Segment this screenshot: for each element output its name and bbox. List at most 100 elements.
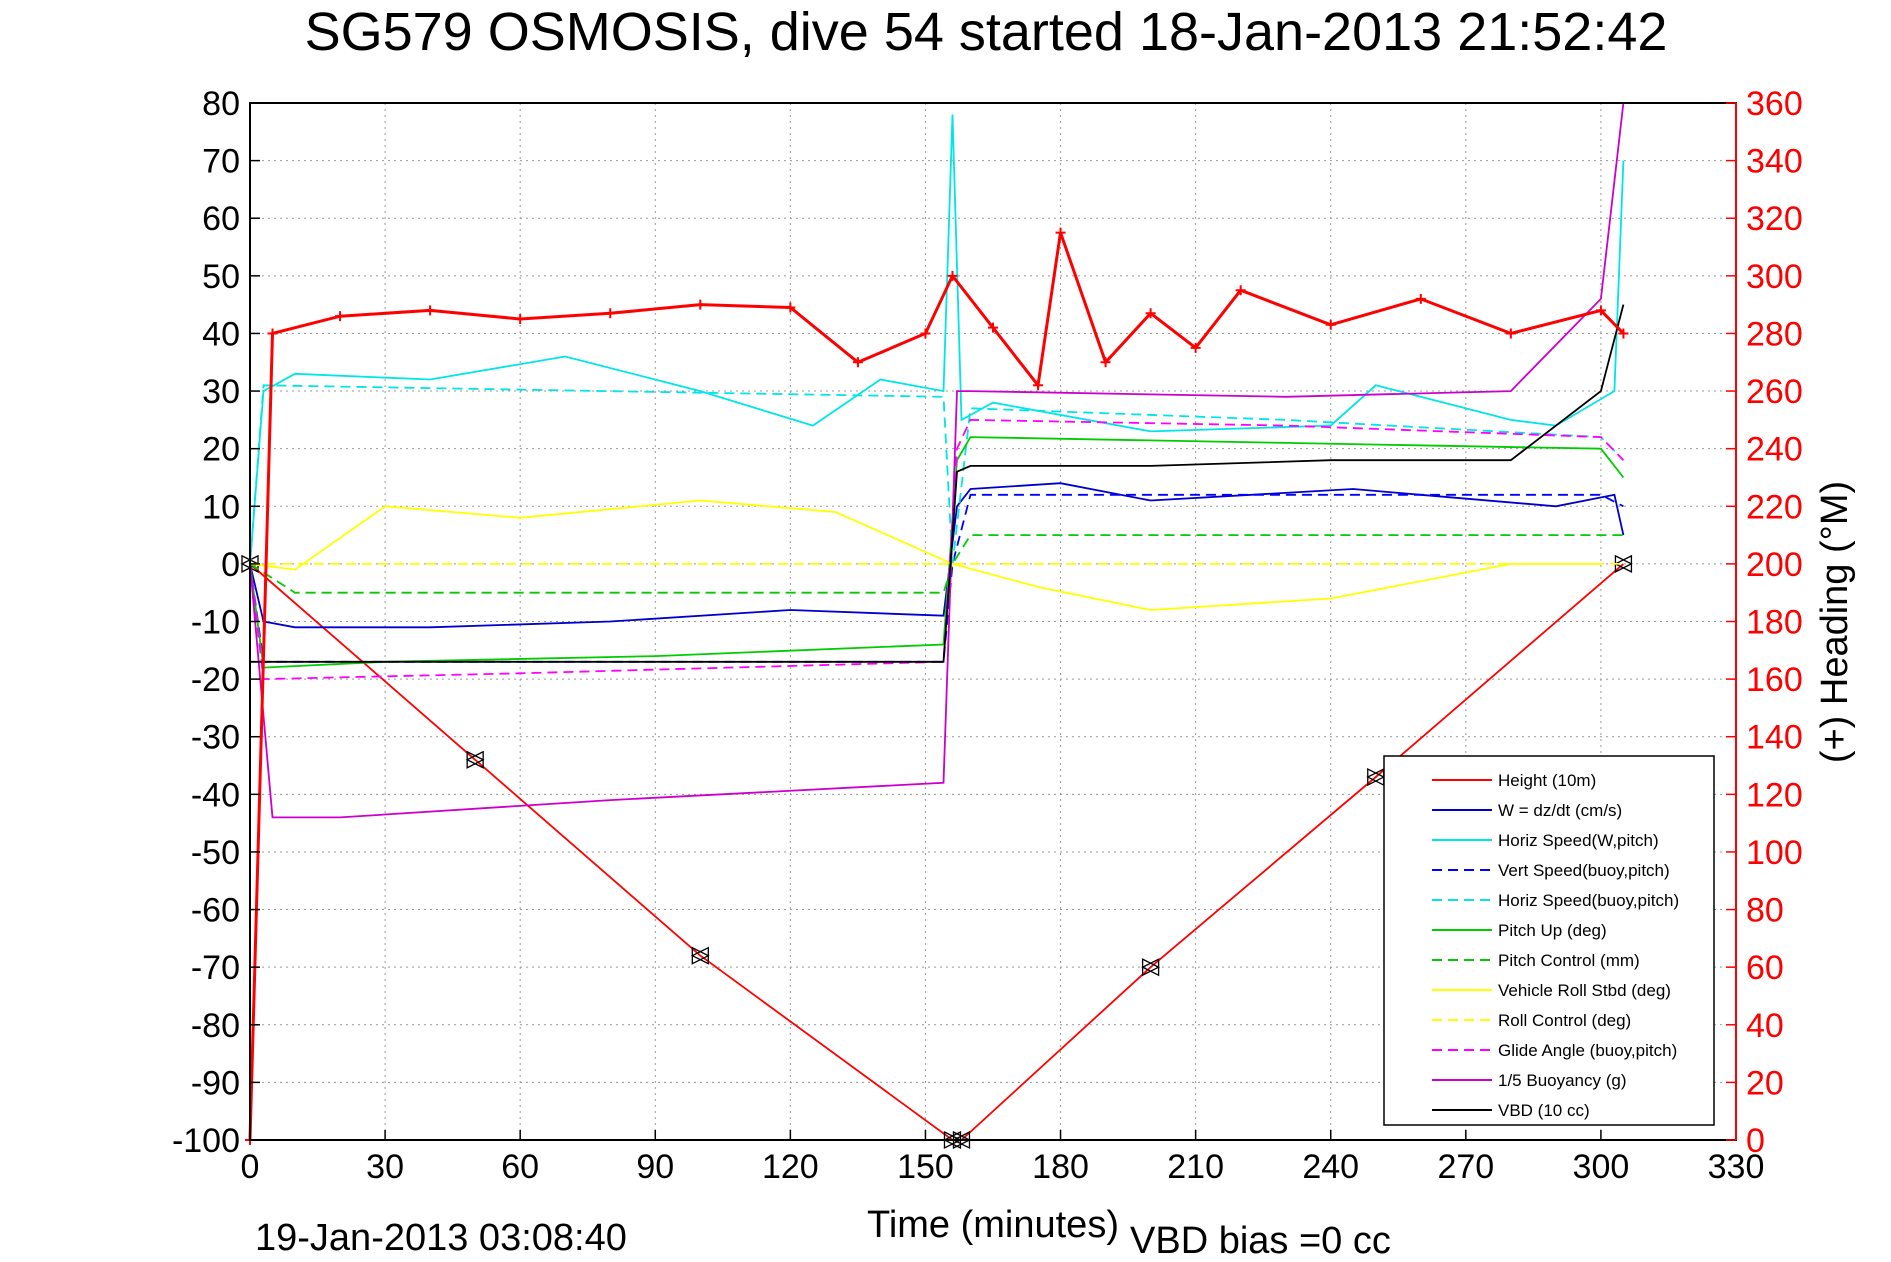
- y-tick-label: -70: [191, 949, 240, 987]
- heading-marker: [1100, 357, 1111, 368]
- x-tick-label: 300: [1573, 1148, 1630, 1186]
- heading-marker: [1415, 293, 1426, 304]
- legend-label: Pitch Up (deg): [1498, 921, 1607, 940]
- series-line: [249, 482, 1625, 629]
- legend-label: VBD (10 cc): [1498, 1101, 1590, 1120]
- heading-marker: [988, 322, 998, 333]
- heading-marker: [1145, 308, 1156, 319]
- legend-label: Glide Angle (buoy,pitch): [1498, 1041, 1677, 1060]
- legend-label: 1/5 Buoyancy (g): [1498, 1071, 1627, 1090]
- legend-label: Height (10m): [1498, 771, 1596, 790]
- series-line: [249, 384, 1625, 565]
- right-tick-label: 60: [1746, 949, 1784, 987]
- heading-marker: [947, 270, 958, 281]
- height-marker: [690, 946, 710, 965]
- legend-label: Vehicle Roll Stbd (deg): [1498, 981, 1671, 1000]
- series-line: [250, 304, 1625, 663]
- series-line: [249, 102, 1625, 819]
- heading-marker: [1235, 285, 1246, 296]
- x-tick-label: 270: [1437, 1148, 1494, 1186]
- heading-marker: [1325, 319, 1336, 330]
- y-tick-label: -60: [191, 892, 240, 930]
- right-tick-label: 160: [1746, 661, 1803, 699]
- right-tick-label: 120: [1746, 776, 1803, 814]
- right-tick-label: 300: [1746, 258, 1803, 296]
- right-tick-label: 40: [1746, 1007, 1784, 1045]
- y-tick-label: 30: [202, 373, 240, 411]
- heading-marker: [1505, 328, 1516, 339]
- right-tick-label: 280: [1746, 315, 1803, 353]
- y-tick-label: 70: [202, 143, 240, 181]
- series-line: [249, 114, 1625, 564]
- legend-label: Vert Speed(buoy,pitch): [1498, 861, 1670, 880]
- x-axis-title: Time (minutes): [867, 1204, 1119, 1246]
- right-tick-label: 340: [1746, 143, 1803, 181]
- footer-timestamp: 19-Jan-2013 03:08:40: [255, 1217, 627, 1259]
- legend-label: W = dz/dt (cm/s): [1498, 801, 1622, 820]
- x-tick-label: 240: [1302, 1148, 1359, 1186]
- y-tick-label: -80: [191, 1007, 240, 1045]
- series-line: [249, 418, 1625, 681]
- legend-label: Horiz Speed(buoy,pitch): [1498, 891, 1679, 910]
- legend-label: Pitch Control (mm): [1498, 951, 1640, 970]
- y-tick-label: -10: [191, 604, 240, 642]
- right-tick-label: 320: [1746, 200, 1803, 238]
- y-tick-label: -100: [172, 1122, 240, 1160]
- heading-marker: [1055, 227, 1066, 238]
- x-tick-label: 120: [762, 1148, 819, 1186]
- series-group: [240, 102, 1633, 1150]
- heading-marker: [335, 311, 346, 322]
- right-tick-label: 360: [1746, 85, 1803, 123]
- series-line: [249, 493, 1624, 663]
- y-tick-label: 0: [221, 546, 240, 584]
- y-tick-label: 40: [202, 315, 240, 353]
- legend-label: Roll Control (deg): [1498, 1011, 1631, 1030]
- heading-marker: [695, 299, 706, 310]
- heading-marker: [852, 357, 863, 368]
- x-tick-label: 150: [897, 1148, 954, 1186]
- height-marker: [465, 750, 485, 769]
- right-tick-label: 180: [1746, 604, 1803, 642]
- y-tick-label: 50: [202, 258, 240, 296]
- y-tick-label: -40: [191, 776, 240, 814]
- heading-marker: [515, 314, 526, 325]
- y-tick-label: -20: [191, 661, 240, 699]
- axis-ticks: 0 30 60 90 120 150 180 210 240 270 300 330807060504…: [172, 85, 1803, 1186]
- right-tick-label: 140: [1746, 719, 1803, 757]
- x-tick-label: 90: [636, 1148, 674, 1186]
- legend: Height (10m) W = dz/dt (cm/s) Horiz Speed(…: [1383, 755, 1715, 1126]
- right-axis-title: (+) Heading (°M): [1814, 481, 1856, 763]
- legend-box: [1383, 755, 1715, 1126]
- footer-vbd-bias: VBD bias =0 cc: [1130, 1220, 1391, 1262]
- y-tick-label: -30: [191, 719, 240, 757]
- chart-title: SG579 OSMOSIS, dive 54 started 18-Jan-20…: [305, 2, 1668, 62]
- y-tick-label: -90: [191, 1064, 240, 1102]
- heading-marker: [785, 302, 796, 313]
- heading-marker: [920, 328, 931, 339]
- right-tick-label: 0: [1746, 1122, 1765, 1160]
- x-tick-label: 30: [366, 1148, 404, 1186]
- y-tick-label: 10: [202, 488, 240, 526]
- right-tick-label: 240: [1746, 431, 1803, 469]
- y-tick-label: 60: [202, 200, 240, 238]
- legend-label: Horiz Speed(W,pitch): [1498, 831, 1659, 850]
- right-tick-label: 260: [1746, 373, 1803, 411]
- series-line: [249, 534, 1624, 594]
- right-tick-label: 20: [1746, 1064, 1784, 1102]
- heading-marker: [605, 308, 616, 319]
- heading-marker: [1190, 342, 1201, 353]
- x-tick-label: 60: [501, 1148, 539, 1186]
- right-tick-label: 80: [1746, 892, 1784, 930]
- heading-marker: [267, 328, 278, 339]
- y-tick-label: 20: [202, 431, 240, 469]
- height-marker: [1141, 958, 1161, 977]
- right-tick-label: 200: [1746, 546, 1803, 584]
- x-tick-label: 210: [1167, 1148, 1224, 1186]
- series-line: [249, 499, 1601, 611]
- y-tick-label: -50: [191, 834, 240, 872]
- series-line: [249, 436, 1625, 669]
- right-tick-label: 220: [1746, 488, 1803, 526]
- x-tick-label: 330: [1708, 1148, 1765, 1186]
- grid: [250, 103, 1736, 1140]
